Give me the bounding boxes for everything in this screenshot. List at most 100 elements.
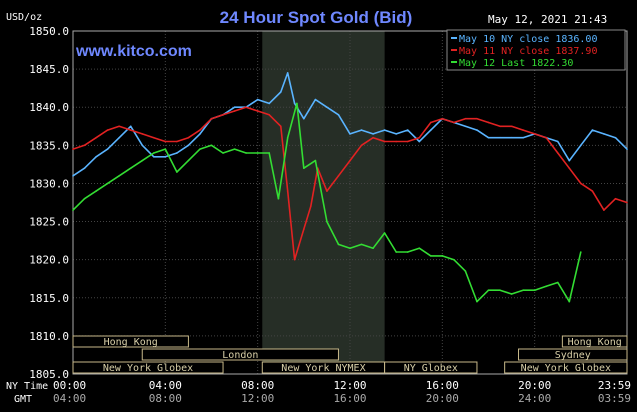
series-point — [210, 144, 213, 147]
session-bar — [504, 361, 628, 374]
x-tick-label-gmt: 20:00 — [426, 392, 459, 405]
x-row-label-ny: NY Time — [6, 381, 48, 392]
series-point — [72, 175, 74, 177]
series-point — [418, 140, 421, 143]
series-point — [268, 102, 271, 105]
series-point — [233, 110, 236, 112]
series-point — [360, 144, 363, 147]
series-point — [372, 133, 374, 135]
x-tick-label-gmt: 16:00 — [333, 392, 366, 405]
y-tick-label: 1815.0 — [29, 292, 69, 305]
chart-timestamp: May 12, 2021 21:43 — [488, 13, 607, 26]
series-point — [296, 102, 298, 105]
series-point — [499, 125, 501, 128]
series-point — [556, 152, 559, 154]
series-point — [372, 247, 374, 250]
series-point — [83, 197, 86, 200]
series-point — [499, 289, 501, 291]
series-point — [626, 201, 628, 204]
series-point — [522, 129, 524, 131]
series-point — [476, 117, 478, 120]
series-point — [453, 258, 455, 261]
y-tick-label: 1820.0 — [29, 254, 69, 267]
series-point — [568, 159, 571, 162]
series-point — [164, 148, 167, 150]
series-point — [533, 133, 536, 135]
x-tick-label-gmt: 24:00 — [518, 392, 551, 405]
series-point — [614, 136, 617, 139]
series-point — [522, 289, 524, 291]
series-point — [256, 152, 259, 154]
series-point — [603, 209, 605, 211]
series-point — [233, 106, 236, 109]
series-point — [187, 136, 190, 139]
legend-entry: May 11 NY close 1837.90 — [459, 46, 597, 57]
series-point — [568, 300, 571, 303]
watermark: www.kitco.com — [75, 43, 192, 60]
series-point — [303, 117, 305, 120]
series-point — [522, 136, 524, 139]
y-tick-label: 1810.0 — [29, 330, 69, 343]
x-tick-label-gmt: 12:00 — [241, 392, 274, 405]
series-point — [129, 129, 132, 131]
series-point — [256, 110, 259, 112]
series-point — [580, 182, 582, 185]
series-point — [395, 251, 397, 253]
series-point — [303, 228, 305, 230]
series-point — [176, 171, 178, 173]
series-point — [222, 152, 224, 154]
y-tick-label: 1845.0 — [29, 63, 69, 76]
series-point — [429, 129, 432, 131]
series-point — [187, 144, 190, 147]
series-point — [95, 155, 97, 158]
series-point — [591, 129, 594, 131]
series-point — [580, 251, 582, 253]
series-point — [383, 140, 386, 143]
series-point — [129, 167, 132, 169]
series-point — [268, 114, 271, 116]
series-point — [326, 220, 328, 223]
series-point — [199, 148, 201, 150]
series-point — [245, 106, 247, 109]
session-label: London — [222, 350, 258, 361]
x-tick-label-ny: 00:00 — [53, 379, 86, 392]
series-point — [106, 129, 109, 131]
series-point — [293, 258, 296, 261]
series-point — [326, 190, 328, 192]
session-bar — [384, 361, 478, 374]
y-tick-label: 1805.0 — [29, 368, 69, 381]
y-tick-label: 1825.0 — [29, 216, 69, 229]
series-point — [72, 209, 74, 211]
legend-box — [446, 29, 626, 71]
session-label: Hong Kong — [568, 337, 622, 348]
x-tick-label-ny: 16:00 — [426, 379, 459, 392]
series-point — [256, 98, 259, 101]
series-point — [395, 133, 397, 135]
series-point — [337, 175, 340, 177]
series-point — [441, 255, 444, 257]
session-label: New York Globex — [521, 363, 611, 374]
series-point — [360, 129, 363, 131]
series-line — [72, 72, 628, 177]
unit-label: USD/oz — [6, 12, 42, 23]
series-point — [603, 133, 605, 135]
series-point — [83, 144, 86, 147]
x-row-label-gmt: GMT — [14, 394, 32, 405]
series-point — [286, 190, 289, 192]
series-point — [487, 136, 490, 139]
series-point — [349, 133, 351, 135]
series-point — [314, 159, 317, 162]
series-point — [464, 125, 467, 128]
series-point — [199, 133, 201, 135]
session-label: Sydney — [555, 350, 591, 361]
series-point — [210, 117, 213, 120]
series-point — [591, 190, 594, 192]
series-point — [286, 136, 289, 139]
series-point — [360, 243, 363, 246]
series-point — [95, 136, 97, 139]
series-point — [510, 136, 513, 139]
series-point — [510, 125, 513, 128]
session-label: New York Globex — [103, 363, 193, 374]
